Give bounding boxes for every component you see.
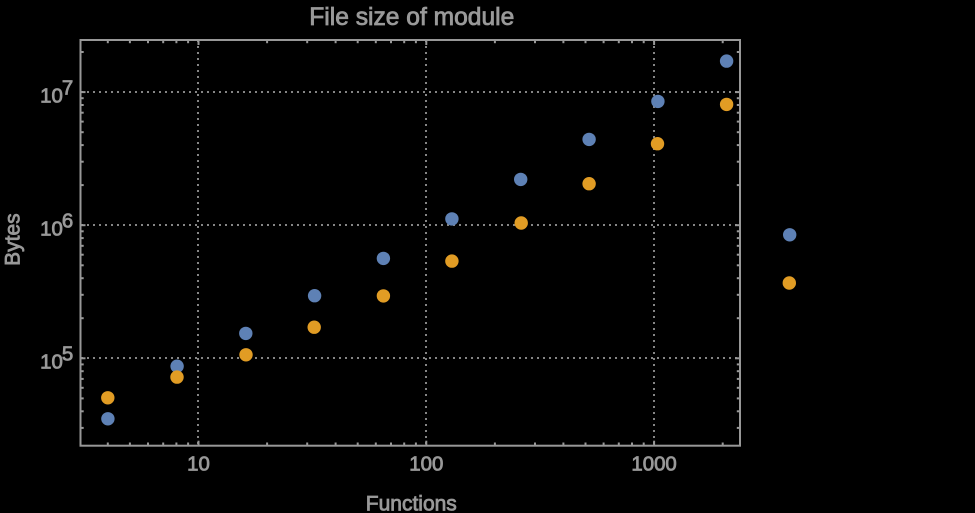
svg-text:105: 105 [40, 344, 73, 374]
svg-text:Functions: Functions [366, 493, 457, 513]
svg-text:Bytes: Bytes [2, 213, 25, 266]
svg-text:1000: 1000 [631, 454, 676, 476]
svg-text:107: 107 [40, 77, 73, 107]
svg-text:106: 106 [40, 210, 73, 240]
svg-text:100: 100 [409, 454, 443, 476]
svg-text:10: 10 [187, 454, 210, 476]
svg-text:File size of module: File size of module [309, 4, 514, 31]
